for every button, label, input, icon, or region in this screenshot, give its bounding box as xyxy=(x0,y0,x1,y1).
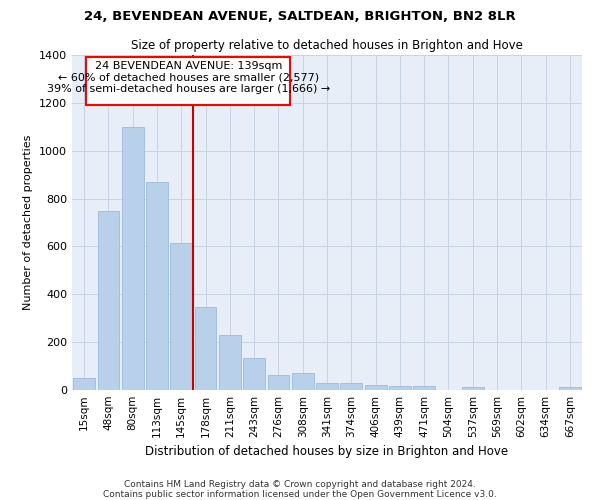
Bar xyxy=(389,386,411,390)
Bar xyxy=(194,308,217,390)
Text: Contains public sector information licensed under the Open Government Licence v3: Contains public sector information licen… xyxy=(103,490,497,499)
Bar xyxy=(243,358,265,390)
Bar xyxy=(559,387,581,390)
Bar xyxy=(219,336,241,390)
Bar xyxy=(97,210,119,390)
Bar xyxy=(316,384,338,390)
Title: Size of property relative to detached houses in Brighton and Hove: Size of property relative to detached ho… xyxy=(131,40,523,52)
Text: 39% of semi-detached houses are larger (1,666) →: 39% of semi-detached houses are larger (… xyxy=(47,84,330,94)
Bar xyxy=(122,127,143,390)
Bar xyxy=(146,182,168,390)
Bar xyxy=(268,375,289,390)
Bar xyxy=(365,385,386,390)
Y-axis label: Number of detached properties: Number of detached properties xyxy=(23,135,34,310)
Bar xyxy=(462,387,484,390)
Bar xyxy=(73,378,95,390)
X-axis label: Distribution of detached houses by size in Brighton and Hove: Distribution of detached houses by size … xyxy=(145,446,509,458)
Bar xyxy=(292,373,314,390)
Text: Contains HM Land Registry data © Crown copyright and database right 2024.: Contains HM Land Registry data © Crown c… xyxy=(124,480,476,489)
Text: 24, BEVENDEAN AVENUE, SALTDEAN, BRIGHTON, BN2 8LR: 24, BEVENDEAN AVENUE, SALTDEAN, BRIGHTON… xyxy=(84,10,516,23)
Bar xyxy=(170,243,192,390)
Bar xyxy=(340,384,362,390)
Bar xyxy=(413,386,435,390)
Text: 24 BEVENDEAN AVENUE: 139sqm: 24 BEVENDEAN AVENUE: 139sqm xyxy=(95,61,282,71)
Text: ← 60% of detached houses are smaller (2,577): ← 60% of detached houses are smaller (2,… xyxy=(58,73,319,83)
FancyBboxPatch shape xyxy=(86,58,290,105)
